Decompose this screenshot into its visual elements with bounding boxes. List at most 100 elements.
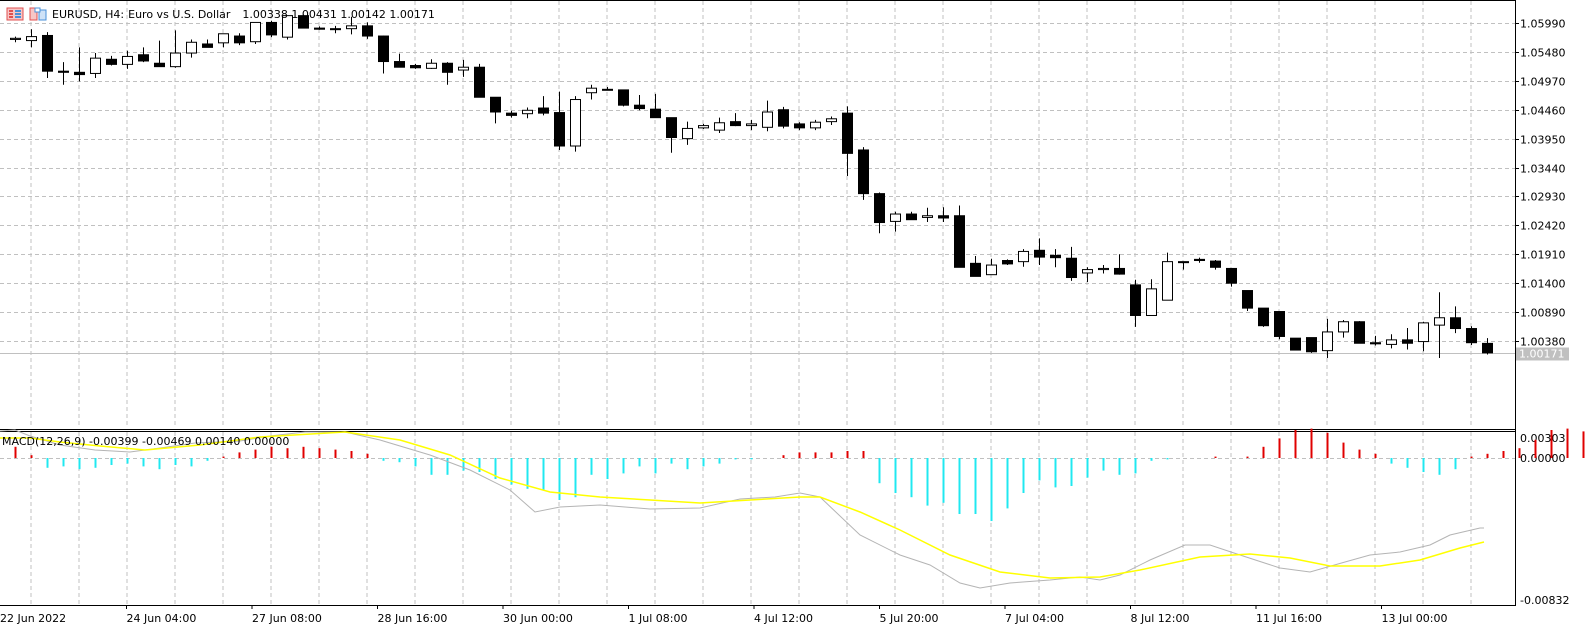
candle-bullish[interactable] <box>522 109 533 115</box>
candle-bearish[interactable] <box>378 35 389 63</box>
time-axis-label: 27 Jun 08:00 <box>252 612 322 625</box>
candle-bullish[interactable] <box>586 87 597 94</box>
candle-bearish[interactable] <box>1210 260 1221 268</box>
candle-bearish[interactable] <box>138 54 149 62</box>
candle-bearish[interactable] <box>58 70 69 73</box>
candle-bullish[interactable] <box>458 66 469 71</box>
candle-bullish[interactable] <box>122 55 133 65</box>
candle-bearish[interactable] <box>1034 249 1045 258</box>
candle-bullish[interactable] <box>682 127 693 140</box>
candle-bullish[interactable] <box>1162 261 1173 301</box>
candle-bearish[interactable] <box>1050 254 1061 259</box>
candle-bearish[interactable] <box>858 149 869 195</box>
candle-bullish[interactable] <box>1322 331 1333 352</box>
candle-bearish[interactable] <box>1354 321 1365 344</box>
candle-bearish[interactable] <box>410 65 421 69</box>
candle-bearish[interactable] <box>1066 257 1077 279</box>
candle-bearish[interactable] <box>1242 290 1253 309</box>
candle-bullish[interactable] <box>570 99 581 147</box>
candle-bullish[interactable] <box>186 41 197 54</box>
candle-bullish[interactable] <box>810 121 821 129</box>
candle-bearish[interactable] <box>1370 342 1381 345</box>
candle-bullish[interactable] <box>762 111 773 128</box>
candle-bullish[interactable] <box>698 125 709 129</box>
candle-bearish[interactable] <box>474 66 485 98</box>
candle-bearish[interactable] <box>1274 311 1285 337</box>
candle-bullish[interactable] <box>218 33 229 44</box>
candle-bullish[interactable] <box>1018 250 1029 263</box>
candle-bullish[interactable] <box>282 15 293 38</box>
candle-bearish[interactable] <box>1194 258 1205 262</box>
candle-bearish[interactable] <box>1002 260 1013 265</box>
candle-bearish[interactable] <box>730 121 741 127</box>
chart-list-icon[interactable] <box>6 7 24 21</box>
candle-bullish[interactable] <box>1178 261 1189 264</box>
candle-bullish[interactable] <box>426 62 437 69</box>
candle-bearish[interactable] <box>794 123 805 129</box>
candle-bearish[interactable] <box>906 213 917 221</box>
candle-bullish[interactable] <box>922 215 933 218</box>
data-window-icon[interactable] <box>29 7 47 21</box>
candle-bearish[interactable] <box>202 43 213 48</box>
candle-bearish[interactable] <box>874 193 885 224</box>
candle-bearish[interactable] <box>1290 337 1301 351</box>
candle-bearish[interactable] <box>394 61 405 68</box>
price-axis-label: 1.05990 <box>1520 18 1566 31</box>
candle-bearish[interactable] <box>490 96 501 113</box>
candle-bearish[interactable] <box>778 109 789 127</box>
candle-bearish[interactable] <box>362 25 373 37</box>
candle-bearish[interactable] <box>314 27 325 30</box>
candle-bearish[interactable] <box>1466 328 1477 344</box>
candle-bearish[interactable] <box>554 112 565 147</box>
candle-bullish[interactable] <box>250 21 261 43</box>
candle-bullish[interactable] <box>1098 267 1109 271</box>
candle-bearish[interactable] <box>938 215 949 219</box>
candle-bearish[interactable] <box>330 28 341 31</box>
candle-bearish[interactable] <box>1450 317 1461 330</box>
candle-bearish[interactable] <box>266 21 277 36</box>
candle-bullish[interactable] <box>170 52 181 68</box>
candle-bearish[interactable] <box>106 58 117 65</box>
candle-bullish[interactable] <box>1338 321 1349 333</box>
candle-bullish[interactable] <box>10 37 21 40</box>
candle-bearish[interactable] <box>154 62 165 68</box>
candle-bearish[interactable] <box>538 107 549 114</box>
candle-bullish[interactable] <box>1434 317 1445 326</box>
candle-bearish[interactable] <box>74 71 85 76</box>
candle-bearish[interactable] <box>1226 267 1237 284</box>
candle-bullish[interactable] <box>1386 339 1397 345</box>
time-axis-label: 22 Jun 2022 <box>0 612 66 625</box>
candle-bearish[interactable] <box>650 108 661 119</box>
candle-bullish[interactable] <box>890 213 901 222</box>
candle-bearish[interactable] <box>842 112 853 154</box>
candle-bearish[interactable] <box>1130 284 1141 316</box>
candle-bearish[interactable] <box>618 89 629 106</box>
candle-bearish[interactable] <box>1114 267 1125 275</box>
candle-bearish[interactable] <box>234 35 245 44</box>
candle-bullish[interactable] <box>746 123 757 127</box>
candle-bearish[interactable] <box>666 117 677 139</box>
candle-bearish[interactable] <box>1258 307 1269 327</box>
candle-bearish[interactable] <box>1482 342 1493 354</box>
candle-bearish[interactable] <box>1306 337 1317 353</box>
candle-bullish[interactable] <box>826 118 837 123</box>
candle-bullish[interactable] <box>90 57 101 74</box>
candle-bullish[interactable] <box>26 36 37 42</box>
candle-bearish[interactable] <box>634 104 645 110</box>
candle-bearish[interactable] <box>954 215 965 268</box>
candle-bearish[interactable] <box>42 34 53 72</box>
candle-bearish[interactable] <box>970 262 981 277</box>
candle-bullish[interactable] <box>986 264 997 276</box>
candle-bullish[interactable] <box>714 122 725 131</box>
candle-bearish[interactable] <box>506 112 517 116</box>
candle-bullish[interactable] <box>1082 269 1093 274</box>
candle-bearish[interactable] <box>298 15 309 29</box>
candle-bearish[interactable] <box>442 62 453 73</box>
candle-bullish[interactable] <box>1418 322 1429 343</box>
candle-bearish[interactable] <box>1402 339 1413 344</box>
candle-bullish[interactable] <box>1146 288 1157 316</box>
candle-bullish[interactable] <box>602 88 613 91</box>
candle-bullish[interactable] <box>346 25 357 30</box>
